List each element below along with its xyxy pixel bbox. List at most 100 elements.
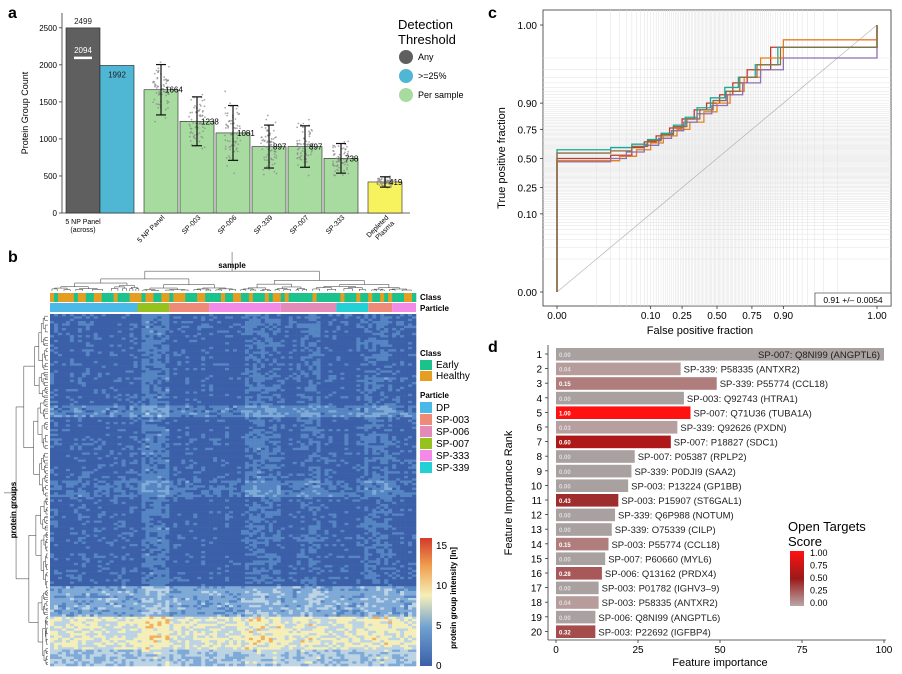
jitter-point xyxy=(265,118,268,121)
legend-swatch xyxy=(399,50,413,64)
heat-cell xyxy=(205,400,210,404)
heat-cell xyxy=(324,339,329,343)
heat-cell xyxy=(400,384,405,388)
heat-cell xyxy=(412,365,417,369)
heat-cell xyxy=(324,405,329,409)
heat-cell xyxy=(328,386,333,390)
jitter-point xyxy=(191,111,194,114)
heat-cell xyxy=(356,325,361,329)
jitter-point xyxy=(201,136,204,139)
heat-cell xyxy=(248,337,254,341)
heat-cell xyxy=(356,349,361,352)
heat-cell xyxy=(173,386,178,390)
heat-cell xyxy=(193,405,198,409)
heat-cell xyxy=(173,363,178,366)
jitter-point xyxy=(197,110,200,112)
heatmap-cells xyxy=(50,314,417,667)
heat-cell xyxy=(316,389,321,392)
heat-cell xyxy=(97,377,103,381)
heat-cell xyxy=(229,370,234,373)
heat-cell xyxy=(296,384,301,388)
heat-cell xyxy=(69,344,75,348)
heat-cell xyxy=(61,410,67,413)
heat-cell xyxy=(53,318,59,322)
panel-b-letter: b xyxy=(8,249,18,266)
heat-cell xyxy=(280,346,286,350)
heat-cell xyxy=(268,342,274,345)
heat-cell xyxy=(221,377,226,381)
heat-cell xyxy=(181,400,186,404)
heat-cell xyxy=(396,346,401,350)
heat-cell xyxy=(328,318,333,322)
heat-cell xyxy=(165,328,170,331)
heat-cell xyxy=(328,346,333,350)
heat-cell xyxy=(308,405,313,409)
heat-cell xyxy=(153,346,158,350)
heat-cell xyxy=(145,318,150,322)
heat-cell xyxy=(240,384,246,388)
heat-cell xyxy=(384,405,389,409)
heat-cell xyxy=(376,323,381,327)
class-track-cell xyxy=(209,293,214,302)
heat-cell xyxy=(392,316,397,319)
heat-cell xyxy=(340,360,345,364)
heat-cell xyxy=(137,367,142,371)
heat-cell xyxy=(145,389,150,392)
heat-cell xyxy=(109,328,114,331)
bar-value-label: 1992 xyxy=(108,70,126,79)
heat-cell xyxy=(388,405,393,409)
jitter-point xyxy=(194,137,197,140)
heat-cell xyxy=(73,353,79,357)
class-track-cell xyxy=(272,293,278,302)
jitter-point xyxy=(269,132,272,135)
heat-cell xyxy=(85,335,91,338)
heat-cell xyxy=(368,332,373,336)
heat-cell xyxy=(296,314,301,317)
heat-cell xyxy=(240,370,246,373)
heat-cell xyxy=(320,346,325,350)
heat-cell xyxy=(177,360,182,364)
heat-cell xyxy=(352,377,357,381)
heat-cell xyxy=(129,337,134,341)
heat-cell xyxy=(396,372,401,376)
heat-cell xyxy=(53,330,59,334)
heat-cell xyxy=(276,316,282,319)
heat-cell xyxy=(57,314,63,317)
heat-cell xyxy=(268,332,274,336)
heat-cell xyxy=(189,360,194,364)
heat-cell xyxy=(260,353,266,357)
heat-cell xyxy=(300,358,305,362)
heat-cell xyxy=(117,337,122,341)
heat-cell xyxy=(77,330,83,334)
heat-cell xyxy=(50,344,55,348)
heat-cell xyxy=(248,382,254,385)
heat-cell xyxy=(240,335,246,338)
heat-cell xyxy=(53,321,59,324)
heat-cell xyxy=(284,370,289,373)
heat-cell xyxy=(145,370,150,373)
heat-cell xyxy=(50,339,55,343)
heat-cell xyxy=(236,330,242,334)
jitter-point xyxy=(230,119,233,122)
heat-cell xyxy=(105,393,110,397)
heat-cell xyxy=(400,339,405,343)
heat-cell xyxy=(344,325,349,329)
heat-cell xyxy=(348,393,353,397)
heat-cell xyxy=(272,330,278,334)
heat-cell xyxy=(137,314,142,317)
jitter-point xyxy=(300,123,302,126)
heat-cell xyxy=(137,323,142,327)
heat-cell xyxy=(384,328,389,331)
heat-cell xyxy=(61,342,67,345)
heat-cell xyxy=(197,396,202,399)
heat-cell xyxy=(240,398,246,402)
heat-cell xyxy=(292,356,297,359)
heat-cell xyxy=(161,351,166,355)
heat-cell xyxy=(308,330,313,334)
heat-cell xyxy=(217,330,222,334)
heat-cell xyxy=(93,353,99,357)
heat-cell xyxy=(356,398,361,402)
heat-cell xyxy=(376,389,381,392)
heat-cell xyxy=(233,384,238,388)
heat-cell xyxy=(332,365,337,369)
